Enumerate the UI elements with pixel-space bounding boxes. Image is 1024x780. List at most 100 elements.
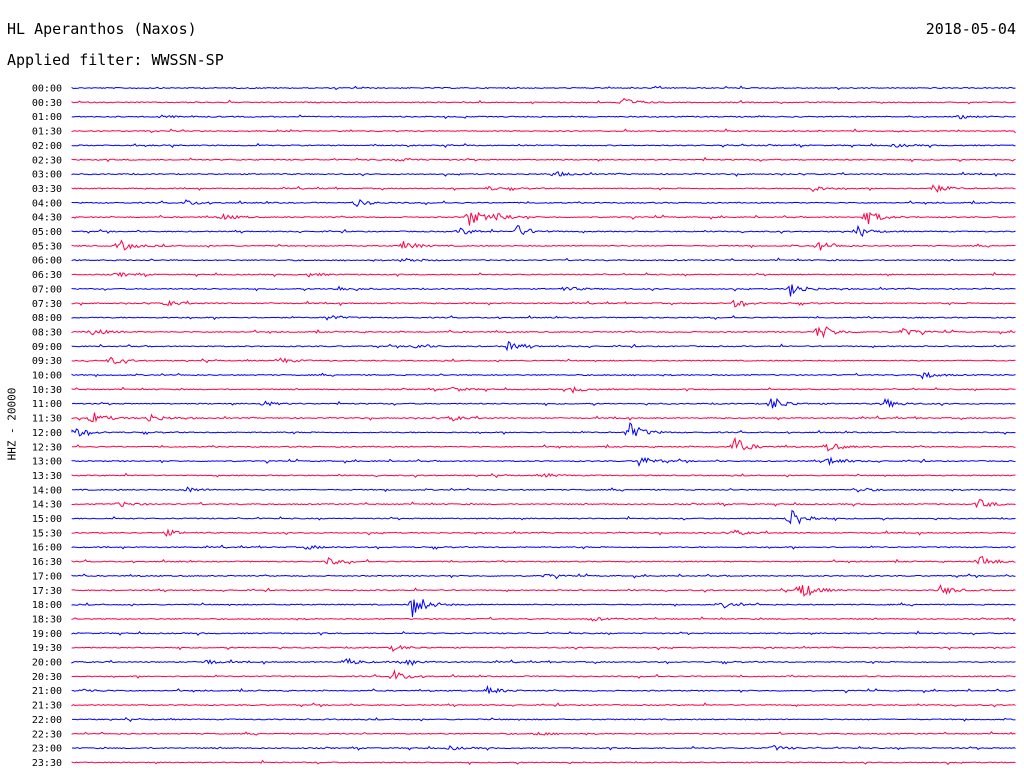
row-time-label: 14:30: [32, 500, 62, 511]
row-time-label: 00:30: [32, 98, 62, 109]
trace-line: [71, 257, 1016, 263]
row-time-label: 10:30: [32, 385, 62, 396]
row-time-label: 04:30: [32, 213, 62, 224]
row-time-label: 14:00: [32, 485, 62, 496]
row-time-label: 16:30: [32, 557, 62, 568]
trace-line: [71, 199, 1016, 208]
filter-label: Applied filter: WWSSN-SP: [7, 51, 224, 69]
trace-line: [71, 315, 1016, 321]
row-time-label: 08:30: [32, 327, 62, 338]
row-time-label: 15:00: [32, 514, 62, 525]
trace-line: [71, 184, 1016, 193]
trace-line: [71, 114, 1016, 120]
row-time-label: 13:30: [32, 471, 62, 482]
row-time-label: 02:30: [32, 155, 62, 166]
row-time-label: 23:30: [32, 758, 62, 769]
row-time-label: 21:00: [32, 686, 62, 697]
trace-line: [71, 412, 1016, 423]
row-time-label: 04:00: [32, 198, 62, 209]
trace-line: [71, 486, 1016, 493]
trace-line: [71, 669, 1016, 680]
row-time-label: 19:00: [32, 629, 62, 640]
row-time-label: 11:30: [32, 414, 62, 425]
trace-line: [71, 544, 1016, 550]
trace-line: [71, 584, 1016, 597]
row-time-label: 09:00: [32, 342, 62, 353]
row-time-label: 13:00: [32, 457, 62, 468]
trace-line: [71, 128, 1016, 134]
trace-line: [71, 422, 1016, 437]
row-time-label: 17:30: [32, 586, 62, 597]
row-time-label: 18:00: [32, 600, 62, 611]
trace-line: [71, 657, 1016, 666]
trace-line: [71, 224, 1016, 238]
trace-line: [71, 97, 1016, 105]
trace-line: [71, 499, 1016, 509]
row-time-label: 09:30: [32, 356, 62, 367]
row-time-label: 20:30: [32, 672, 62, 683]
trace-line: [71, 556, 1016, 565]
trace-line: [71, 299, 1016, 308]
trace-line: [71, 211, 1016, 226]
trace-line: [71, 356, 1016, 365]
row-time-label: 05:00: [32, 227, 62, 238]
row-time-label: 07:30: [32, 299, 62, 310]
trace-line: [71, 616, 1016, 622]
row-time-label: 10:00: [32, 371, 62, 382]
trace-line: [71, 170, 1016, 177]
row-time-label: 18:30: [32, 614, 62, 625]
station-title: HL Aperanthos (Naxos): [7, 20, 197, 38]
row-time-label: 15:30: [32, 528, 62, 539]
trace-line: [71, 436, 1016, 452]
record-date: 2018-05-04: [925, 20, 1016, 38]
row-time-label: 05:30: [32, 241, 62, 252]
row-time-label: 03:00: [32, 170, 62, 181]
row-time-label: 02:00: [32, 141, 62, 152]
trace-line: [72, 716, 1016, 723]
trace-line: [71, 472, 1016, 479]
row-time-label: 01:30: [32, 127, 62, 138]
row-time-label: 12:30: [32, 442, 62, 453]
trace-line: [71, 85, 1016, 91]
trace-line: [71, 271, 1016, 278]
row-time-label: 23:00: [32, 744, 62, 755]
row-time-label: 22:00: [32, 715, 62, 726]
trace-line: [71, 744, 1016, 751]
trace-line: [71, 397, 1016, 409]
trace-line: [71, 644, 1016, 653]
row-time-label: 08:00: [32, 313, 62, 324]
trace-line: [71, 528, 1016, 537]
trace-line: [71, 456, 1016, 467]
trace-line: [71, 284, 1016, 297]
trace-line: [71, 326, 1016, 339]
trace-line: [71, 386, 1016, 394]
trace-line: [71, 142, 1016, 149]
trace-line: [71, 509, 1016, 525]
row-time-label: 12:00: [32, 428, 62, 439]
trace-line: [71, 730, 1016, 736]
trace-line: [71, 630, 1016, 636]
row-time-label: 19:30: [32, 643, 62, 654]
trace-line: [71, 599, 1016, 618]
trace-line: [71, 702, 1016, 708]
trace-line: [71, 239, 1016, 251]
row-time-label: 06:30: [32, 270, 62, 281]
trace-line: [71, 371, 1016, 380]
row-time-label: 03:30: [32, 184, 62, 195]
row-time-label: 06:00: [32, 256, 62, 267]
trace-line: [71, 573, 1016, 580]
row-time-label: 11:00: [32, 399, 62, 410]
row-time-label: 01:00: [32, 112, 62, 123]
row-time-label: 17:00: [32, 571, 62, 582]
row-time-label: 16:00: [32, 543, 62, 554]
row-time-label: 07:00: [32, 284, 62, 295]
trace-line: [71, 684, 1016, 694]
row-time-label: 00:00: [32, 84, 62, 95]
row-time-label: 20:00: [32, 658, 62, 669]
trace-line: [71, 341, 1016, 352]
row-time-label: 21:30: [32, 701, 62, 712]
trace-line: [71, 156, 1016, 163]
row-time-label: 22:30: [32, 729, 62, 740]
trace-line: [71, 759, 1016, 766]
